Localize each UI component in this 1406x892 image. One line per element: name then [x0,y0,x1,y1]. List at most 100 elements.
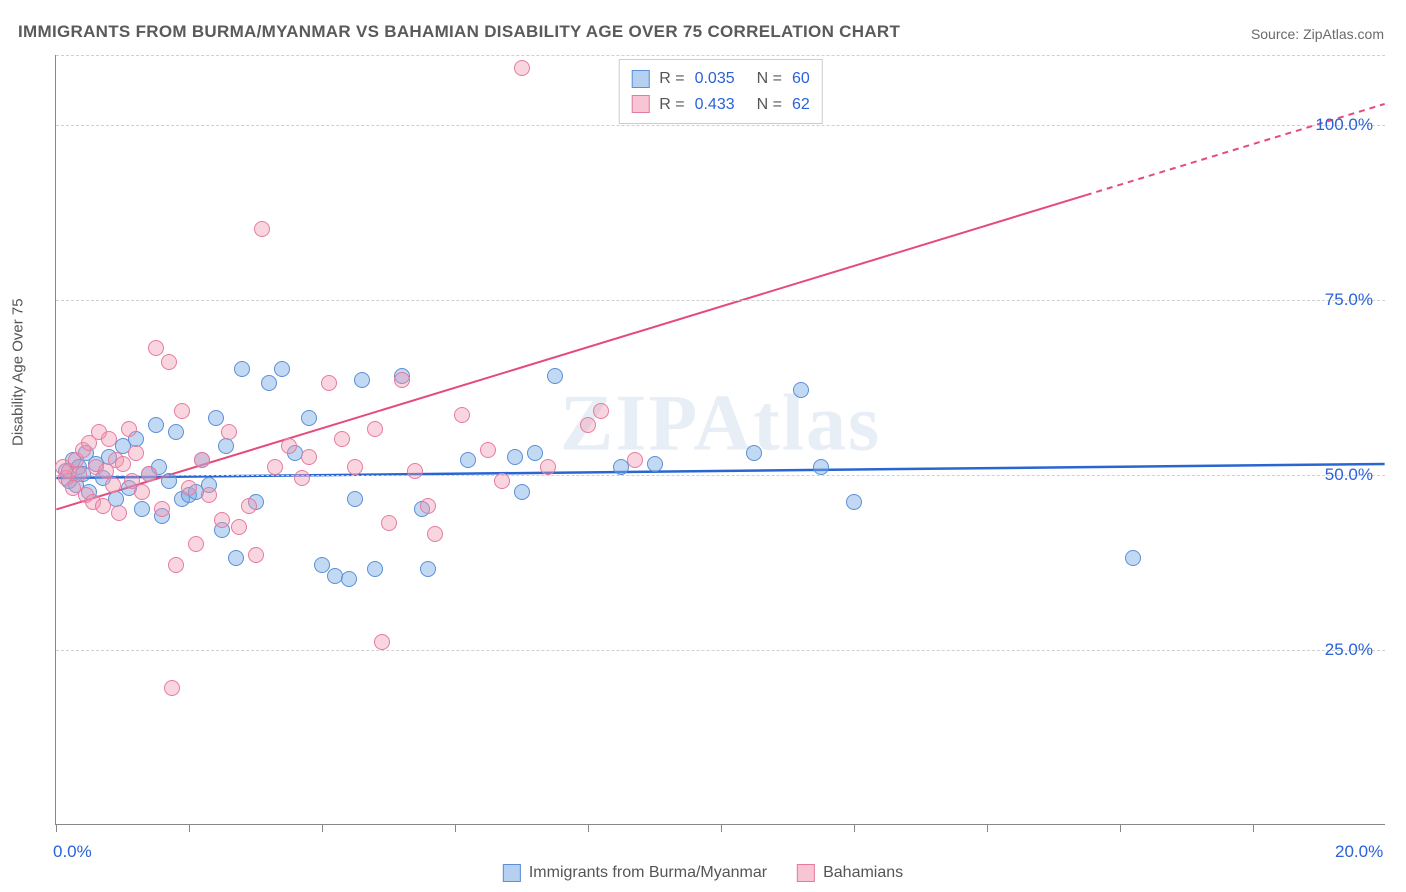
scatter-point [128,445,144,461]
gridline-h [56,55,1385,56]
scatter-point [301,410,317,426]
scatter-point [334,431,350,447]
scatter-point [274,361,290,377]
x-tick-label: 20.0% [1335,842,1383,862]
scatter-point [101,431,117,447]
scatter-point [547,368,563,384]
legend-label: Immigrants from Burma/Myanmar [529,864,767,882]
scatter-point [321,375,337,391]
scatter-point [1125,550,1141,566]
scatter-point [148,340,164,356]
plot-area: ZIPAtlas R = 0.035 N = 60 R = 0.433 N = … [55,55,1385,825]
scatter-point [407,463,423,479]
series-legend: Immigrants from Burma/Myanmar Bahamians [503,864,903,882]
legend-swatch [631,70,649,88]
legend-n-value: 60 [792,66,810,92]
scatter-point [394,372,410,388]
scatter-point [161,354,177,370]
scatter-point [454,407,470,423]
scatter-point [168,424,184,440]
x-tick [189,824,190,832]
legend-n-label: N = [757,92,782,118]
x-tick [854,824,855,832]
scatter-point [254,221,270,237]
scatter-point [593,403,609,419]
scatter-point [261,375,277,391]
legend-row: R = 0.433 N = 62 [631,92,810,118]
scatter-point [367,561,383,577]
correlation-legend: R = 0.035 N = 60 R = 0.433 N = 62 [618,59,823,124]
x-tick [455,824,456,832]
legend-row: R = 0.035 N = 60 [631,66,810,92]
legend-r-label: R = [659,66,684,92]
scatter-point [374,634,390,650]
scatter-point [134,501,150,517]
scatter-point [294,470,310,486]
y-axis-label: Disability Age Over 75 [10,298,27,446]
scatter-point [161,473,177,489]
scatter-point [234,361,250,377]
y-tick-label: 75.0% [1325,290,1373,310]
gridline-h [56,125,1385,126]
scatter-point [281,438,297,454]
y-tick-label: 100.0% [1315,115,1373,135]
scatter-point [154,501,170,517]
x-tick [1120,824,1121,832]
legend-r-value: 0.035 [695,66,735,92]
x-tick [1253,824,1254,832]
scatter-point [527,445,543,461]
scatter-point [420,498,436,514]
scatter-point [201,487,217,503]
watermark: ZIPAtlas [560,379,881,470]
scatter-point [627,452,643,468]
scatter-point [221,424,237,440]
scatter-point [105,477,121,493]
scatter-point [480,442,496,458]
scatter-point [188,536,204,552]
scatter-point [95,498,111,514]
legend-swatch [631,95,649,113]
scatter-point [164,680,180,696]
scatter-point [514,60,530,76]
scatter-point [267,459,283,475]
x-tick [987,824,988,832]
scatter-point [248,547,264,563]
legend-n-label: N = [757,66,782,92]
scatter-point [301,449,317,465]
x-tick [721,824,722,832]
scatter-point [420,561,436,577]
x-tick [588,824,589,832]
gridline-h [56,650,1385,651]
bottom-legend-item: Bahamians [797,864,903,882]
scatter-point [121,421,137,437]
scatter-point [367,421,383,437]
scatter-point [347,491,363,507]
scatter-point [218,438,234,454]
scatter-point [341,571,357,587]
scatter-point [214,512,230,528]
scatter-point [507,449,523,465]
scatter-point [354,372,370,388]
scatter-point [111,505,127,521]
scatter-point [181,480,197,496]
x-tick [56,824,57,832]
scatter-point [141,466,157,482]
x-tick-label: 0.0% [53,842,92,862]
legend-r-value: 0.433 [695,92,735,118]
scatter-point [580,417,596,433]
trend-lines [56,55,1385,824]
legend-swatch [797,864,815,882]
scatter-point [228,550,244,566]
scatter-point [347,459,363,475]
legend-n-value: 62 [792,92,810,118]
scatter-point [148,417,164,433]
scatter-point [793,382,809,398]
scatter-point [647,456,663,472]
x-tick [322,824,323,832]
scatter-point [746,445,762,461]
scatter-point [71,466,87,482]
scatter-point [241,498,257,514]
scatter-point [174,403,190,419]
scatter-point [115,456,131,472]
gridline-h [56,475,1385,476]
